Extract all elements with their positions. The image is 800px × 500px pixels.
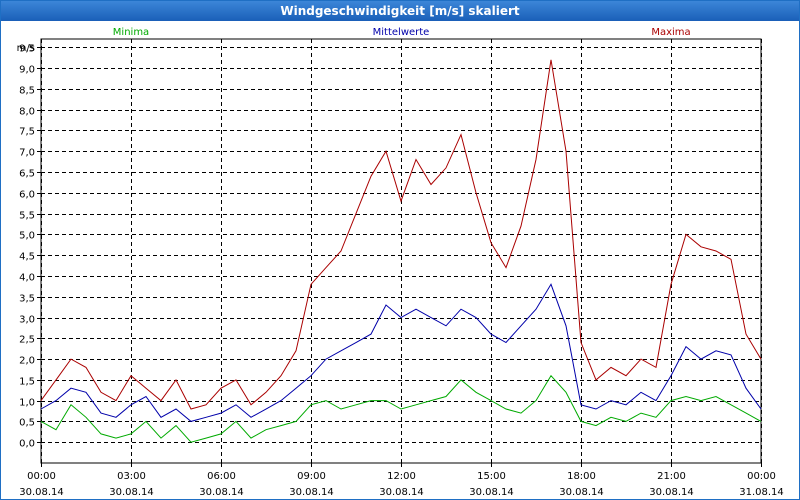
series-line-min [40,374,762,443]
x-tick-time: 21:00 [657,471,686,482]
x-tick-date: 30.08.14 [649,487,694,498]
y-tick-label: 0,5 [19,418,35,429]
y-tick-label: 5,0 [19,231,35,242]
x-tick-time: 15:00 [477,471,506,482]
y-tick-label: 0,0 [19,439,35,450]
y-axis-label: m/s [17,43,35,54]
y-tick-label: 8,5 [19,86,35,97]
x-tick-date: 30.08.14 [559,487,604,498]
x-tick-date: 30.08.14 [379,487,424,498]
x-tick-date: 30.08.14 [469,487,514,498]
legend-max: Maxima [651,27,690,38]
y-tick-label: 1,0 [19,398,35,409]
y-tick-label: 6,5 [19,169,35,180]
y-tick-label: 2,5 [19,335,35,346]
y-tick-label: 7,5 [19,127,35,138]
series-line-max [40,59,762,410]
y-tick-label: 8,0 [19,107,35,118]
y-tick-label: 3,0 [19,315,35,326]
x-tick-date: 30.08.14 [109,487,154,498]
y-tick-label: 7,0 [19,148,35,159]
x-tick-time: 09:00 [297,471,326,482]
x-tick-time: 00:00 [27,471,56,482]
y-tick-label: 4,0 [19,273,35,284]
x-tick-time: 18:00 [567,471,596,482]
y-tick-label: 6,0 [19,190,35,201]
y-tick-label: 1,5 [19,377,35,388]
y-tick-label: 9,0 [19,65,35,76]
window-title: Windgeschwindigkeit [m/s] skaliert [1,1,799,21]
x-tick-time: 12:00 [387,471,416,482]
y-tick-label: 3,5 [19,294,35,305]
legend-min: Minima [113,27,149,38]
legend-mean: Mittelwerte [373,27,430,38]
x-tick-date: 30.08.14 [19,487,64,498]
x-tick-date: 31.08.14 [739,487,784,498]
y-tick-label: 5,5 [19,211,35,222]
series-line-mean [40,283,762,422]
y-tick-label: 2,0 [19,356,35,367]
y-tick-label: 4,5 [19,252,35,263]
x-tick-time: 00:00 [747,471,776,482]
x-tick-date: 30.08.14 [289,487,334,498]
x-tick-time: 03:00 [117,471,146,482]
x-tick-time: 06:00 [207,471,236,482]
y-tick-label: 9,5 [19,44,35,55]
x-tick-date: 30.08.14 [199,487,244,498]
